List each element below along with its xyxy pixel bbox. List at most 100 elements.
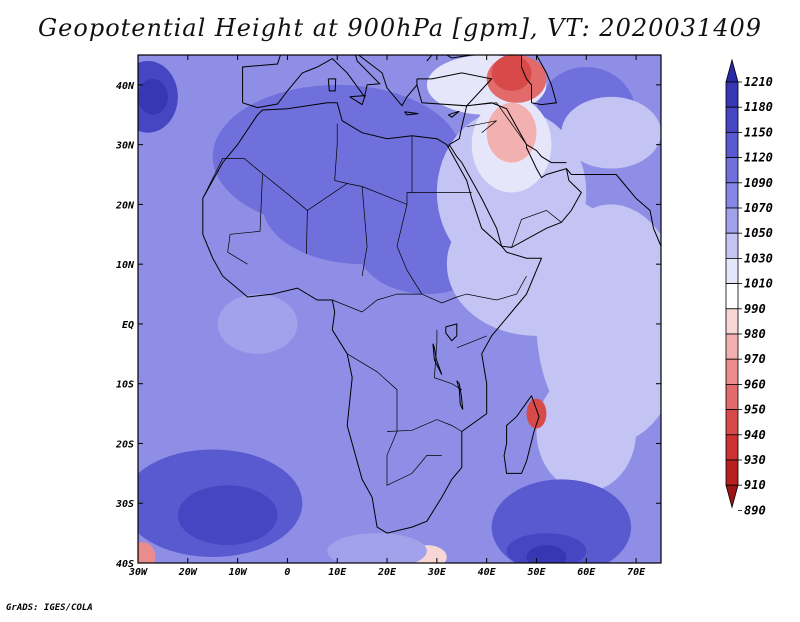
field-blob-13 — [486, 102, 537, 163]
colorbar-segment — [725, 232, 739, 259]
field-blob-16 — [526, 398, 547, 429]
x-tick-label: 30W — [128, 567, 148, 578]
colorbar-segment — [725, 257, 739, 284]
colorbar-segment — [725, 409, 739, 436]
madagascar-coastline — [503, 395, 540, 474]
colorbar-label: 1030 — [744, 251, 773, 265]
iran-coast — [526, 144, 567, 164]
sardinia — [327, 78, 337, 92]
y-tick-label: EQ — [122, 320, 134, 331]
y-tick-label: 20N — [115, 200, 135, 211]
sicily — [349, 95, 366, 106]
colorbar-segment — [725, 81, 739, 108]
colorbar-top-arrow — [725, 58, 739, 83]
field-blob-18 — [177, 485, 278, 546]
colorbar-segment — [725, 182, 739, 209]
y-tick-label: 40S — [116, 559, 134, 570]
x-tick-label: 20E — [377, 567, 397, 578]
africa-coastline — [202, 102, 543, 534]
field-blob-6 — [561, 96, 661, 169]
country-border-2 — [306, 210, 308, 255]
country-border-13 — [466, 120, 497, 133]
field-blob-23 — [138, 542, 156, 563]
colorbar-label: 950 — [744, 403, 766, 417]
colorbar-segment — [725, 283, 739, 310]
colorbar-segment — [725, 131, 739, 158]
colorbar-segment — [725, 308, 739, 335]
colorbar-segment — [725, 459, 739, 486]
colorbar-segment — [725, 207, 739, 234]
field-blob-25 — [327, 533, 427, 563]
country-border-10 — [334, 123, 348, 184]
colorbar-label: 1070 — [744, 201, 773, 215]
field-blob-24 — [217, 294, 298, 354]
colorbar-label: 930 — [744, 453, 766, 467]
colorbar-label: 960 — [744, 377, 766, 391]
x-tick-label: 10E — [328, 567, 347, 578]
x-tick-label: 10W — [229, 567, 248, 578]
grads-credit: GrADS: IGES/COLA — [6, 603, 93, 613]
y-tick-label: 30S — [115, 499, 134, 510]
caspian-coast — [521, 55, 558, 106]
lake-tanganyika — [432, 343, 443, 375]
y-tick-label: 30N — [115, 141, 135, 152]
y-axis-ticks: 40N 30N 20N 10N EQ 10S 20S 30S 40S — [115, 81, 661, 570]
red-sea-gulf — [447, 144, 450, 148]
country-border-1 — [227, 174, 263, 265]
colorbar-segment — [725, 358, 739, 385]
colorbar: 1210 1180 1150 1120 1090 1070 1050 1030 1010 990 9… — [725, 58, 773, 517]
colorbar-segment — [725, 157, 739, 184]
colorbar-label: 1050 — [744, 226, 773, 240]
cyprus — [448, 110, 460, 118]
x-tick-label: 60E — [577, 567, 596, 578]
y-tick-label: 10N — [116, 260, 135, 271]
x-tick-label: 0 — [284, 567, 290, 578]
colorbar-segment — [725, 333, 739, 360]
country-border-9 — [456, 335, 487, 349]
black-sea-north — [426, 55, 492, 62]
x-tick-label: 20W — [178, 567, 198, 578]
x-axis-ticks: 30W 20W 10W 0 10E 20E 30E 40E 50E 60E 70E — [128, 55, 646, 578]
colorbar-segment — [725, 106, 739, 133]
colorbar-label: 1210 — [744, 75, 773, 89]
colorbar-label: 1120 — [744, 151, 773, 165]
x-tick-label: 30E — [427, 567, 447, 578]
arabia-coastline — [448, 102, 582, 248]
field-blob-21 — [526, 545, 567, 563]
country-border-3 — [361, 186, 368, 277]
gulf-oman-coast — [566, 168, 661, 247]
crete — [404, 111, 419, 116]
country-border-6 — [347, 353, 442, 486]
colorbar-label: 890 — [744, 503, 766, 517]
lake-malawi — [456, 380, 464, 410]
colorbar-label: 910 — [744, 478, 766, 492]
country-border-7 — [434, 329, 462, 391]
colorbar-bottom-arrow — [725, 484, 739, 509]
country-border-12 — [466, 102, 527, 145]
lake-victoria — [445, 323, 458, 342]
colorbar-segment — [725, 383, 739, 410]
field-blob-1 — [138, 78, 168, 115]
colorbar-label: 980 — [744, 327, 766, 341]
country-border-5 — [332, 293, 422, 313]
colorbar-label: 970 — [744, 352, 766, 366]
y-tick-label: 40N — [116, 81, 135, 92]
x-tick-label: 50E — [527, 567, 546, 578]
y-tick-label: 10S — [116, 380, 134, 391]
coastlines — [202, 55, 661, 534]
y-tick-label: 20S — [115, 439, 134, 450]
colorbar-label: 940 — [744, 428, 766, 442]
colorbar-label: 1090 — [744, 176, 773, 190]
country-border-0 — [202, 158, 472, 211]
country-border-8 — [386, 419, 462, 432]
map-title: Geopotential Height at 900hPa [gpm], VT:… — [38, 14, 762, 42]
field-blob-10 — [536, 371, 637, 492]
field-blob-15 — [491, 55, 532, 91]
country-border-14 — [511, 210, 562, 248]
map-frame — [137, 54, 662, 564]
country-border-4 — [396, 204, 527, 304]
x-tick-label: 40E — [478, 567, 497, 578]
europe-coastline — [242, 55, 281, 103]
